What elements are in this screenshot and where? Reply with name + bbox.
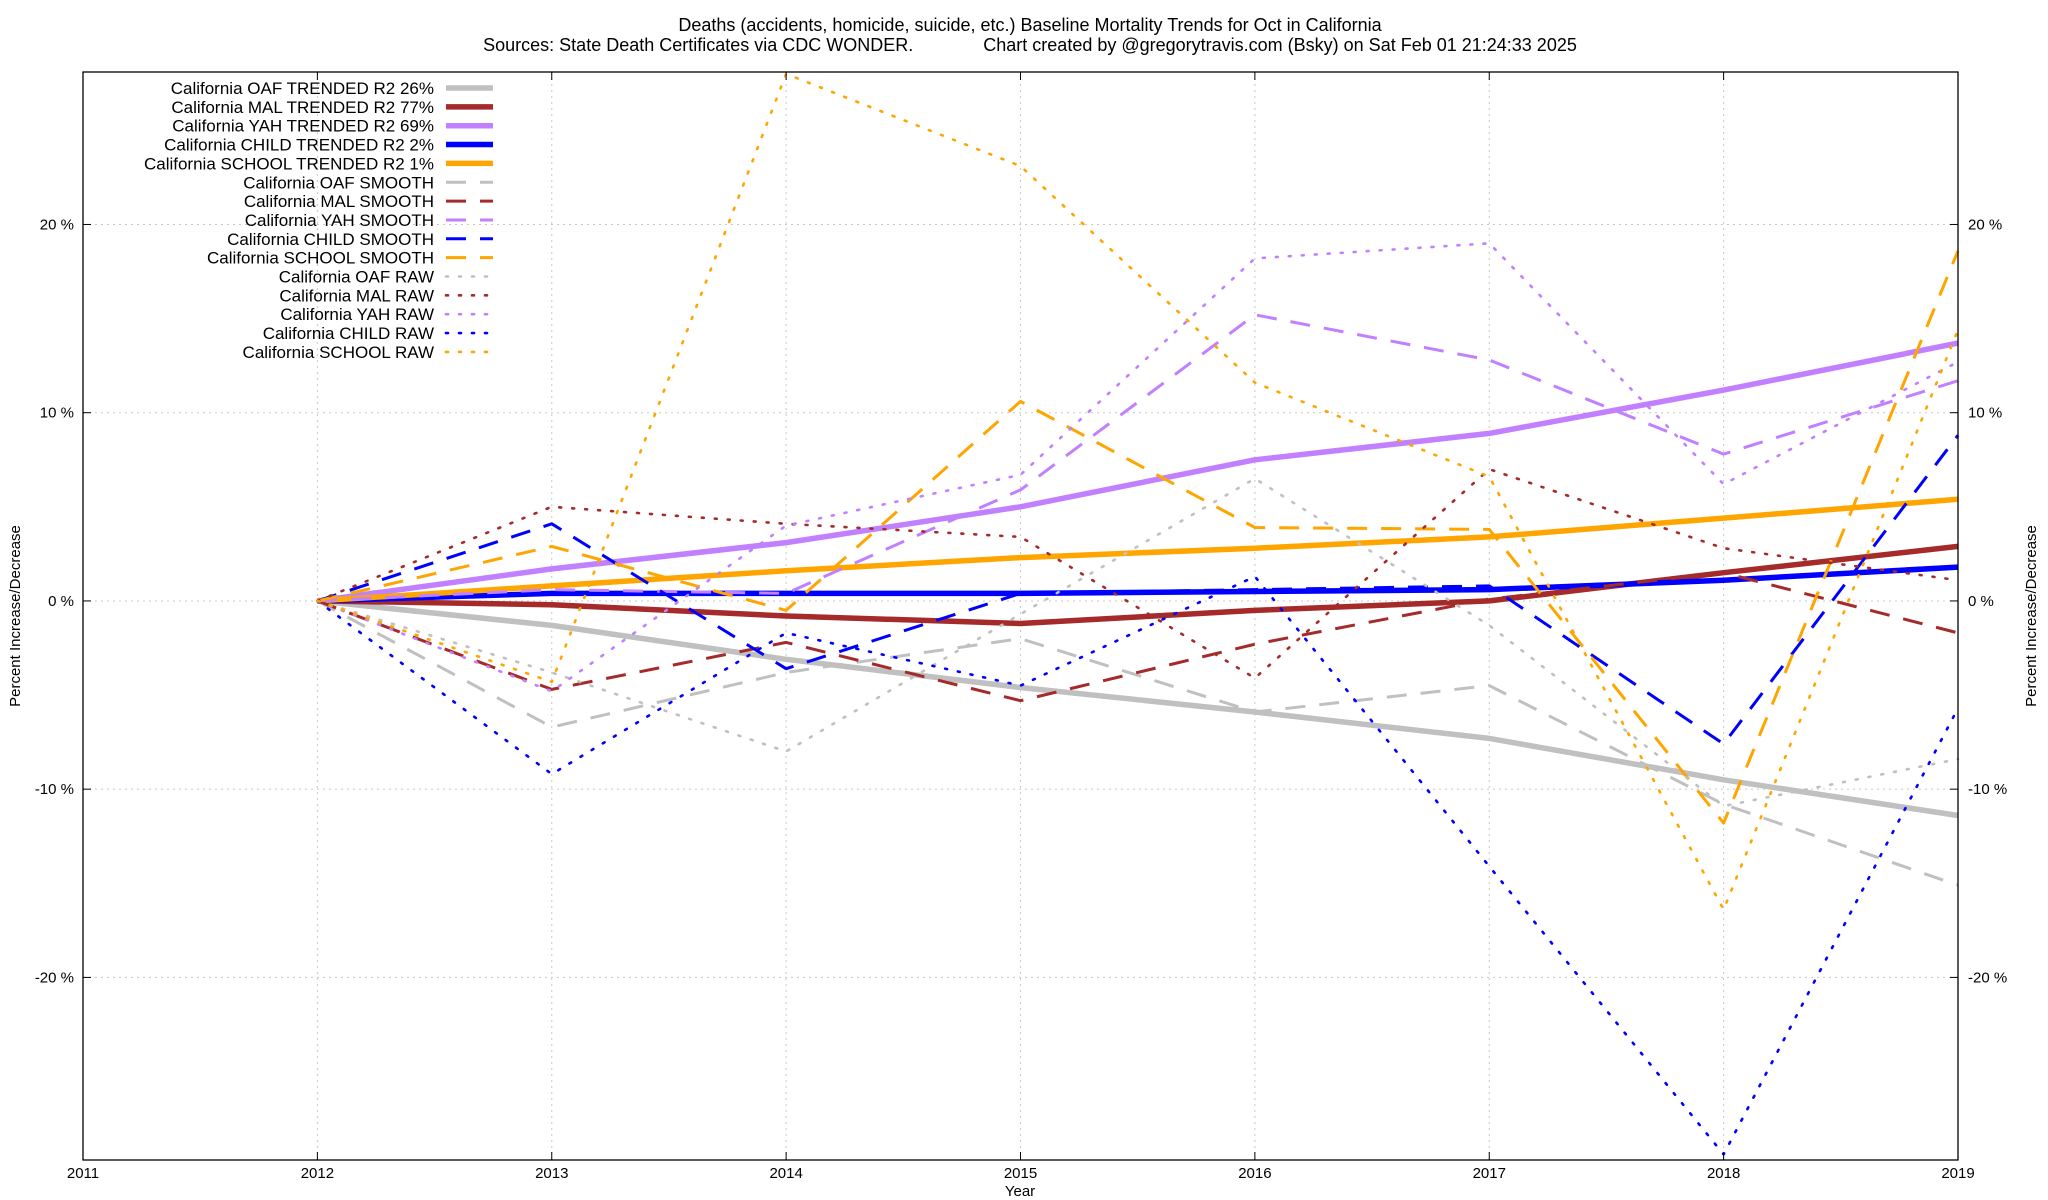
legend-label: California YAH SMOOTH — [245, 211, 434, 230]
legend-label: California SCHOOL RAW — [243, 343, 434, 362]
series-line-mal-smooth — [316, 571, 1959, 703]
series-line-child-raw — [316, 575, 1960, 1156]
y2-tick-label: 0 % — [1968, 593, 1994, 610]
series-line-school-trended-r2-1 — [317, 496, 1959, 604]
series-line-yah-raw — [316, 242, 1960, 693]
y-tick-label: 10 % — [40, 405, 74, 422]
x-tick-label: 2019 — [1941, 1165, 1974, 1182]
legend-label: California CHILD SMOOTH — [227, 230, 434, 249]
x-axis-label: Year — [1005, 1183, 1035, 1200]
y2-tick-label: 20 % — [1968, 216, 2002, 233]
legend-label: California CHILD RAW — [263, 324, 434, 343]
legend-label: California SCHOOL TRENDED R2 1% — [144, 154, 434, 173]
y-tick-label: -10 % — [35, 781, 74, 798]
y-tick-label: -20 % — [35, 969, 74, 986]
y2-axis-label: Percent Increase/Decrease — [2023, 525, 2040, 707]
legend-label: California MAL TRENDED R2 77% — [171, 98, 434, 117]
legend-label: California MAL RAW — [279, 286, 434, 305]
chart-title: Deaths (accidents, homicide, suicide, et… — [678, 15, 1382, 35]
x-tick-label: 2016 — [1238, 1165, 1271, 1182]
series-group — [316, 72, 1960, 1156]
series-line-oaf-trended-r2-26 — [317, 598, 1959, 819]
series-line-child-smooth — [316, 434, 1960, 746]
legend-label: California MAL SMOOTH — [244, 192, 434, 211]
legend-label: California YAH RAW — [280, 305, 434, 324]
x-tick-label: 2017 — [1473, 1165, 1506, 1182]
y2-tick-label: -10 % — [1968, 781, 2007, 798]
legend: California OAF TRENDED R2 26%California … — [144, 79, 495, 362]
legend-label: California OAF SMOOTH — [243, 173, 434, 192]
y-tick-label: 0 % — [48, 593, 74, 610]
chart-subtitle: Sources: State Death Certificates via CD… — [483, 35, 1577, 55]
legend-label: California CHILD TRENDED R2 2% — [164, 136, 434, 155]
legend-label: California OAF RAW — [279, 268, 434, 287]
series-line-yah-trended-r2-69 — [317, 340, 1959, 604]
series-line-school-smooth — [317, 250, 1960, 825]
x-tick-label: 2012 — [301, 1165, 334, 1182]
series-line-oaf-raw — [316, 477, 1960, 808]
series-line-school-raw — [316, 72, 1960, 911]
x-tick-label: 2014 — [769, 1165, 802, 1182]
series-line-mal-raw — [316, 467, 1960, 680]
x-tick-label: 2013 — [535, 1165, 568, 1182]
y2-tick-label: 10 % — [1968, 405, 2002, 422]
tick-labels: 2011 2012 2013 2014 2015 2016 2017 2018 2019 20 %… — [35, 72, 2007, 1182]
y-axis-label: Percent Increase/Decrease — [7, 525, 24, 707]
legend-label: California OAF TRENDED R2 26% — [171, 79, 434, 98]
y-tick-label: 20 % — [40, 216, 74, 233]
x-tick-label: 2018 — [1707, 1165, 1740, 1182]
series-line-oaf-smooth — [316, 599, 1959, 887]
x-tick-label: 2011 — [67, 1165, 99, 1182]
legend-label: California YAH TRENDED R2 69% — [172, 117, 434, 136]
y2-tick-label: -20 % — [1968, 969, 2007, 986]
series-line-yah-smooth — [317, 313, 1959, 603]
x-tick-label: 2015 — [1004, 1165, 1037, 1182]
legend-label: California SCHOOL SMOOTH — [207, 249, 434, 268]
